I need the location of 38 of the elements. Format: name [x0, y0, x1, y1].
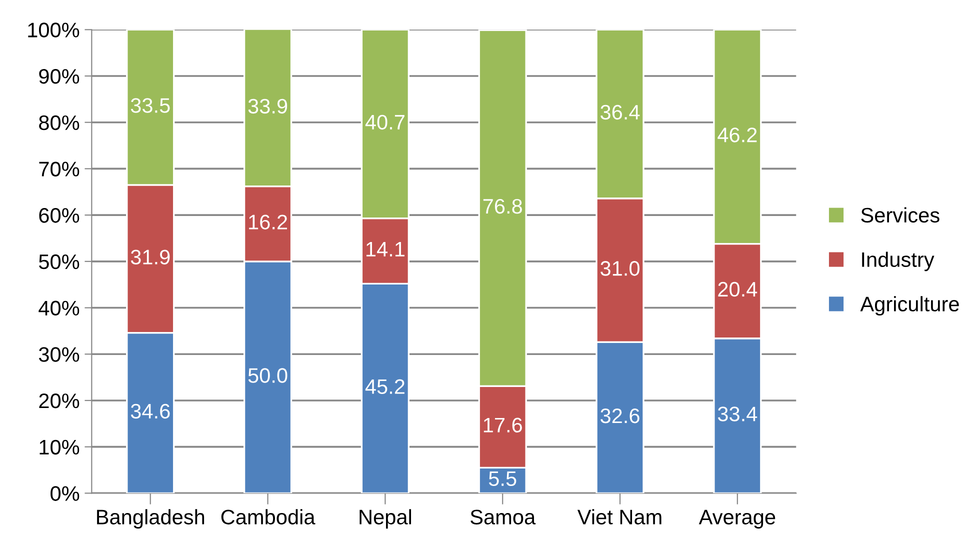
data-label: 5.5 — [488, 471, 516, 486]
data-label: 14.1 — [366, 242, 404, 256]
data-label: 33.4 — [718, 406, 758, 422]
data-label: 32.6 — [600, 408, 640, 424]
data-label: 34.6 — [130, 404, 170, 419]
data-label: 31.9 — [130, 250, 170, 264]
y-tick-label: 20% — [39, 393, 80, 408]
legend-label: Agriculture — [860, 296, 959, 316]
x-tick-label: Cambodia — [221, 509, 316, 524]
data-label: 16.2 — [249, 214, 288, 230]
data-label: 46.2 — [718, 128, 757, 142]
data-label: 31.0 — [600, 261, 640, 276]
y-tick-label: 40% — [38, 300, 80, 316]
y-tick-label: 90% — [39, 69, 80, 84]
data-label: 20.4 — [718, 282, 758, 297]
y-tick-label: 50% — [39, 254, 80, 270]
x-tick-label: Nepal — [360, 509, 412, 529]
y-tick-label: 80% — [39, 115, 80, 130]
y-tick-label: 100% — [28, 22, 80, 38]
y-tick-label: 70% — [39, 162, 80, 176]
x-tick-label: Bangladesh — [97, 509, 204, 529]
x-tick-label: Average — [698, 510, 776, 529]
data-label: 36.4 — [600, 104, 640, 120]
y-tick-label: 60% — [39, 208, 80, 223]
data-label: 40.7 — [365, 114, 404, 130]
y-tick-label: 0% — [50, 486, 80, 501]
x-tick-label: Viet Nam — [577, 509, 662, 524]
data-label: 45.2 — [365, 379, 404, 394]
legend-label: Services — [861, 207, 940, 223]
y-tick-label: 10% — [40, 440, 80, 455]
legend-label: Industry — [862, 252, 934, 272]
data-label: 33.9 — [248, 98, 288, 114]
y-tick-label: 30% — [38, 347, 80, 362]
data-label: 76.8 — [483, 198, 522, 214]
x-tick-label: Samoa — [470, 510, 536, 524]
data-label: 50.0 — [248, 368, 288, 383]
data-label: 33.5 — [130, 98, 170, 113]
data-label: 17.6 — [484, 418, 522, 432]
